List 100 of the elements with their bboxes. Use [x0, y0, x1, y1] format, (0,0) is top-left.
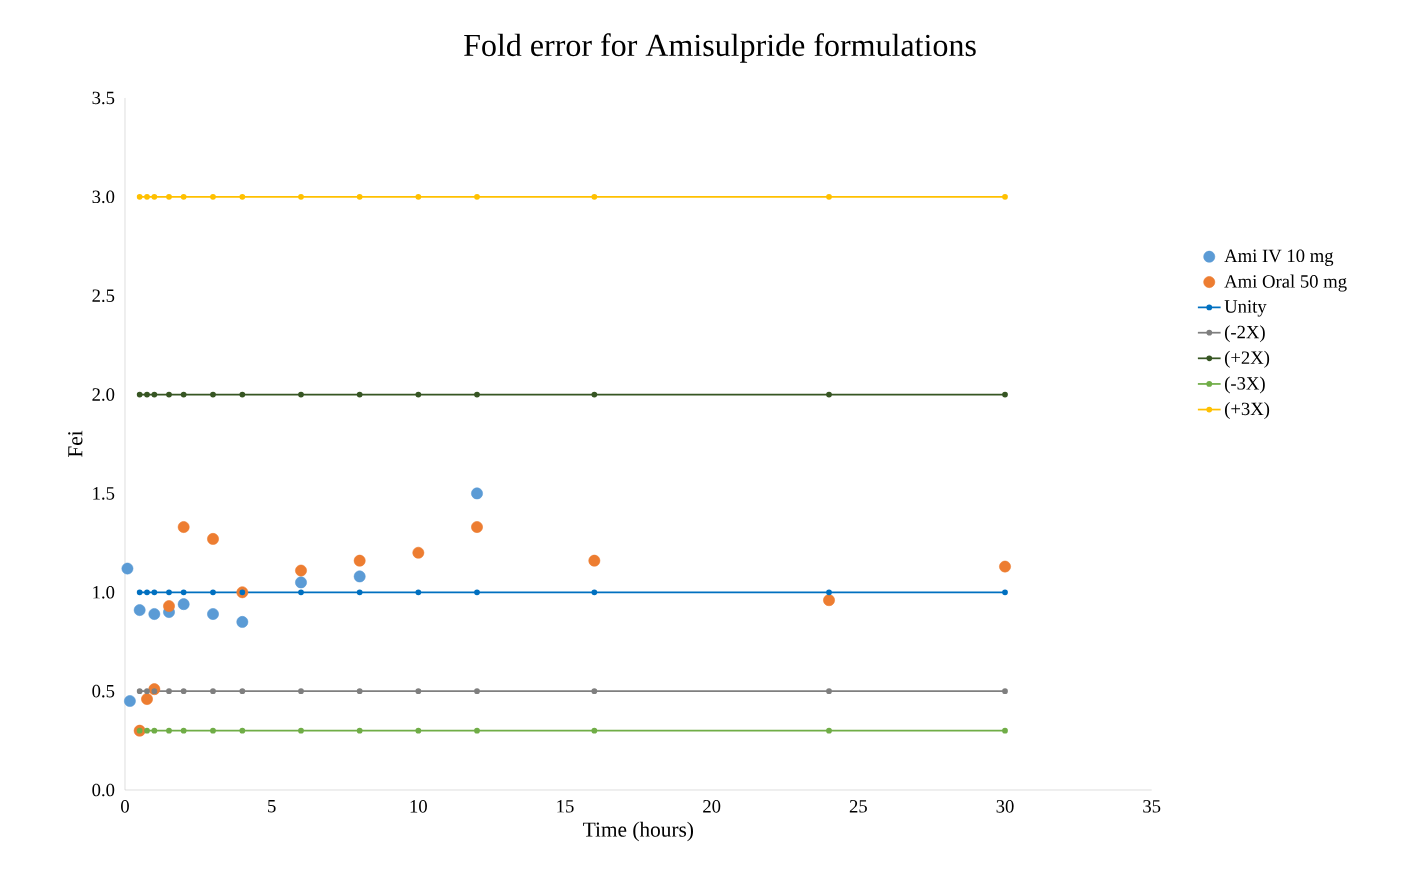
point	[239, 688, 246, 695]
point	[210, 193, 216, 200]
point	[353, 570, 366, 583]
point	[298, 727, 304, 734]
point	[356, 193, 363, 200]
y-tick-label: 2.5	[92, 289, 115, 303]
point	[826, 391, 832, 398]
point	[356, 391, 363, 398]
point	[166, 589, 172, 596]
point	[180, 589, 187, 596]
point	[823, 594, 835, 607]
point	[356, 727, 363, 734]
x-tick-label: 20	[703, 800, 721, 813]
x-tick-label: 25	[849, 800, 867, 813]
x-axis-title: Time (hours)	[583, 821, 694, 842]
point	[474, 589, 480, 596]
point	[210, 688, 216, 695]
point	[474, 727, 480, 734]
point	[353, 554, 366, 567]
point	[136, 688, 143, 695]
legend-label: Unity	[1224, 300, 1267, 317]
legend-label: (-3X)	[1224, 376, 1265, 394]
y-tick-label: 2.0	[92, 388, 115, 401]
point	[210, 727, 216, 734]
point	[588, 554, 601, 567]
point	[474, 688, 480, 695]
point	[239, 193, 246, 200]
point	[166, 193, 172, 200]
y-tick-label: 0.0	[92, 783, 115, 797]
point	[133, 604, 146, 616]
point	[591, 589, 598, 596]
point	[412, 546, 425, 559]
y-tick-label: 1.0	[93, 585, 115, 599]
y-tick-label: 3.5	[92, 91, 115, 105]
point	[210, 589, 216, 596]
point	[207, 608, 219, 620]
point	[298, 193, 304, 200]
point	[166, 391, 172, 398]
legend-label: (-2X)	[1224, 325, 1265, 343]
point	[239, 727, 246, 734]
point	[177, 521, 190, 533]
point	[415, 688, 422, 695]
point	[180, 727, 187, 734]
point	[136, 391, 143, 398]
point	[151, 727, 158, 734]
point	[471, 487, 483, 500]
point	[144, 589, 150, 596]
point	[136, 589, 143, 596]
point	[999, 560, 1011, 573]
point	[826, 688, 832, 695]
point	[298, 391, 304, 398]
point	[474, 193, 480, 200]
point	[180, 391, 187, 398]
point	[1002, 589, 1008, 596]
point	[415, 391, 422, 398]
x-tick-label: 10	[410, 800, 427, 813]
point	[163, 600, 175, 612]
point	[1002, 688, 1008, 695]
point	[1002, 391, 1008, 398]
point	[591, 391, 598, 398]
point	[591, 727, 598, 734]
point	[148, 608, 161, 620]
point	[166, 727, 172, 734]
point	[180, 688, 187, 695]
point	[166, 688, 172, 695]
point	[298, 589, 304, 596]
point	[415, 727, 422, 734]
legend-label: (+2X)	[1224, 350, 1270, 368]
point	[144, 688, 150, 695]
chart-title: Fold error for Amisulpride formulations	[464, 33, 976, 63]
y-tick-label: 0.5	[92, 684, 115, 698]
point	[471, 521, 483, 533]
legend-label: Ami Oral 50 mg	[1224, 274, 1347, 292]
point	[295, 564, 307, 577]
x-tick-label: 35	[1143, 800, 1161, 813]
point	[210, 391, 216, 398]
point	[207, 533, 219, 545]
x-tick-label: 0	[121, 800, 129, 813]
point	[136, 193, 143, 200]
point	[1002, 193, 1008, 200]
y-axis-title: Fei	[68, 430, 83, 458]
point	[177, 598, 190, 611]
point	[151, 589, 158, 596]
x-tick-label: 5	[268, 800, 276, 813]
legend-label: Ami IV 10 mg	[1224, 249, 1334, 266]
point	[826, 193, 832, 200]
x-tick-label: 15	[557, 800, 574, 813]
point	[295, 576, 307, 589]
point	[356, 589, 363, 596]
point	[591, 688, 598, 695]
point	[151, 193, 158, 200]
point	[591, 193, 598, 200]
point	[180, 193, 187, 200]
point	[121, 562, 134, 575]
y-tick-label: 1.5	[93, 487, 115, 500]
point	[826, 589, 832, 596]
x-tick-label: 30	[996, 800, 1014, 813]
point	[144, 193, 150, 200]
point	[141, 693, 153, 705]
point	[1002, 727, 1008, 734]
